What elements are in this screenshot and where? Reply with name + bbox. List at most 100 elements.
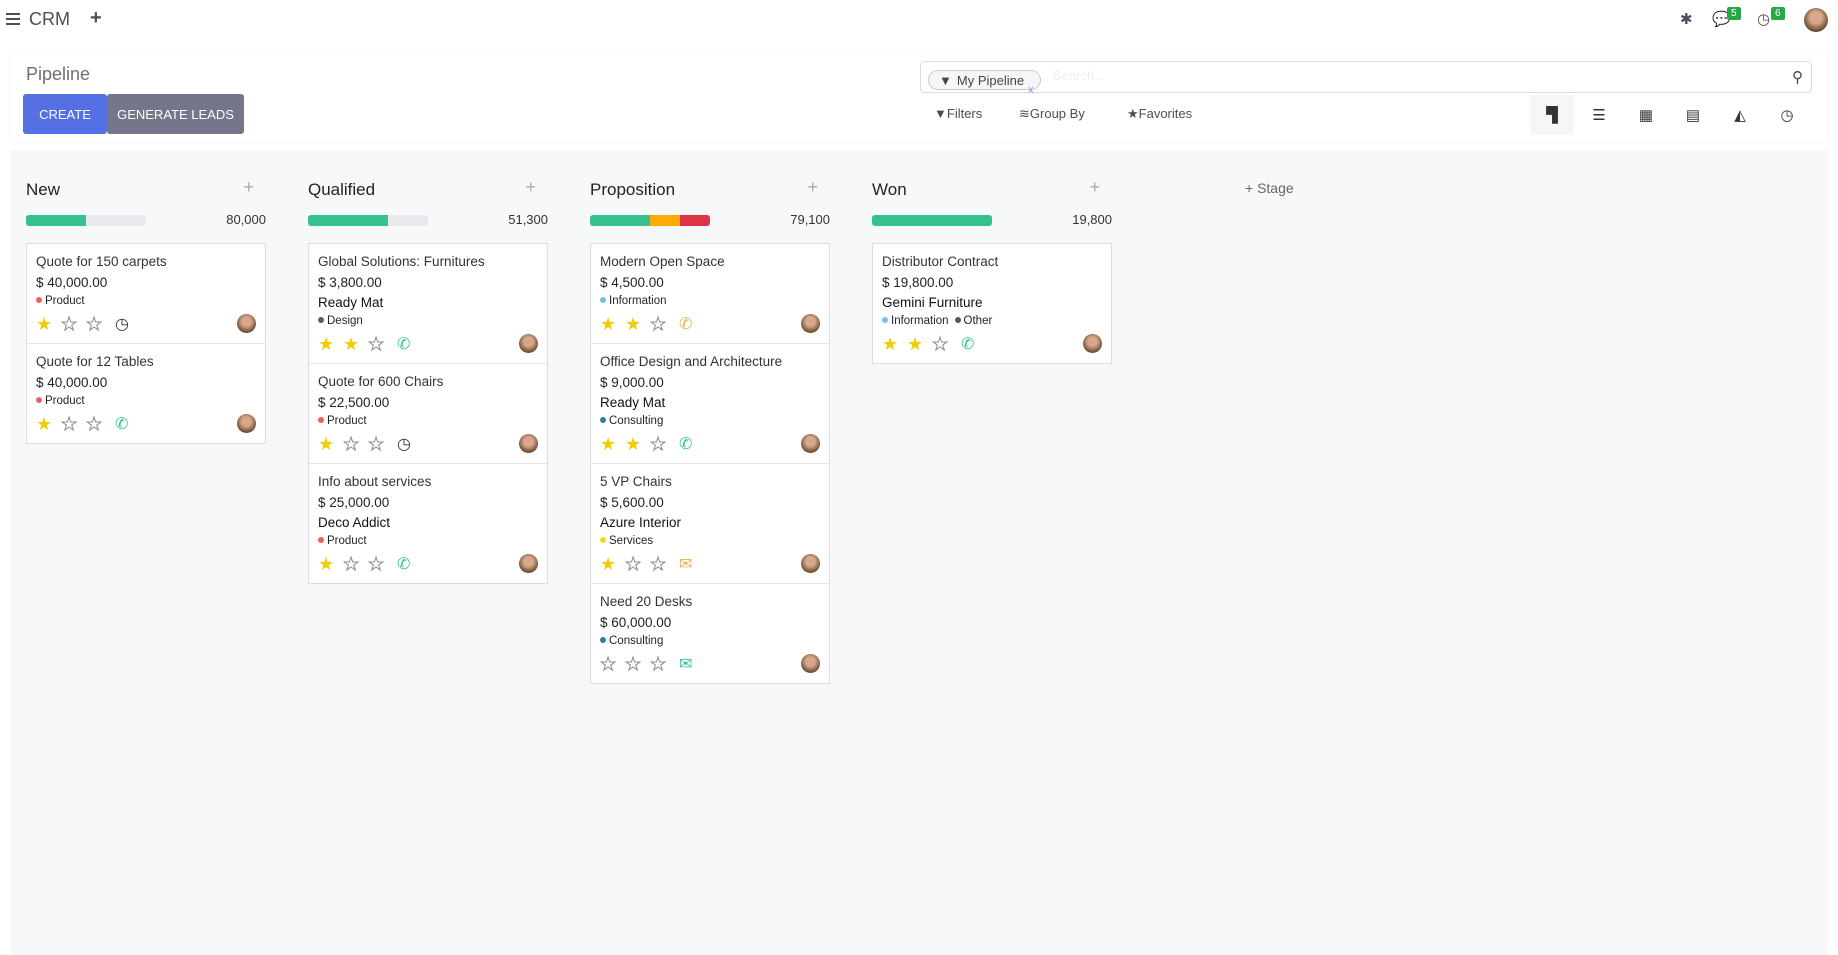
view-pivot[interactable]: ▤ (1671, 95, 1715, 135)
menu-icon[interactable] (6, 13, 20, 28)
phone-icon[interactable]: ✆ (961, 336, 975, 353)
progress-segment[interactable] (308, 215, 389, 226)
column-progress-bar[interactable] (590, 215, 710, 226)
phone-icon[interactable]: ✆ (397, 336, 411, 353)
column-progress-bar[interactable] (26, 215, 146, 226)
star-icon[interactable]: ★ (600, 313, 617, 334)
assignee-avatar[interactable] (237, 314, 256, 333)
progress-segment[interactable] (680, 215, 710, 226)
quick-create-icon[interactable]: + (1089, 177, 1100, 197)
opportunity-card[interactable]: Info about services $ 25,000.00 Deco Addic… (309, 464, 547, 583)
phone-icon[interactable]: ✆ (397, 556, 411, 573)
phone-icon[interactable]: ✆ (679, 316, 693, 333)
star-icon[interactable]: ★ (625, 553, 642, 574)
star-icon[interactable]: ★ (600, 433, 617, 454)
filters-button[interactable]: ▼Filters (934, 106, 982, 121)
generate-leads-button[interactable]: GENERATE LEADS (107, 94, 244, 134)
quick-create-icon[interactable]: + (525, 177, 536, 197)
star-icon[interactable]: ★ (600, 653, 617, 674)
opportunity-card[interactable]: Distributor Contract $ 19,800.00 Gemini Fu… (873, 244, 1111, 363)
star-icon[interactable]: ★ (907, 333, 924, 354)
star-icon[interactable]: ★ (318, 433, 335, 454)
star-icon[interactable]: ★ (61, 313, 78, 334)
star-icon[interactable]: ★ (932, 333, 949, 354)
star-icon[interactable]: ★ (61, 413, 78, 434)
star-icon[interactable]: ★ (343, 553, 360, 574)
create-button[interactable]: CREATE (23, 94, 107, 134)
star-icon[interactable]: ★ (318, 333, 335, 354)
opportunity-card[interactable]: 5 VP Chairs $ 5,600.00 Azure Interior Servi… (591, 464, 829, 584)
progress-segment[interactable] (650, 215, 680, 226)
phone-icon[interactable]: ✆ (679, 436, 693, 453)
star-icon[interactable]: ★ (882, 333, 899, 354)
assignee-avatar[interactable] (1083, 334, 1102, 353)
facet-remove-icon[interactable]: x (1028, 84, 1034, 96)
column-progress-bar[interactable] (872, 215, 992, 226)
assignee-avatar[interactable] (801, 434, 820, 453)
star-icon[interactable]: ★ (86, 313, 103, 334)
assignee-avatar[interactable] (519, 554, 538, 573)
clock-icon[interactable]: ◷ (397, 436, 411, 453)
assignee-avatar[interactable] (801, 314, 820, 333)
star-icon[interactable]: ★ (318, 553, 335, 574)
star-icon[interactable]: ★ (86, 413, 103, 434)
clock-icon[interactable]: ◷ (115, 316, 129, 333)
star-icon[interactable]: ★ (36, 313, 53, 334)
star-icon[interactable]: ★ (625, 433, 642, 454)
assignee-avatar[interactable] (519, 434, 538, 453)
opportunity-card[interactable]: Need 20 Desks $ 60,000.00 Consulting ★ ★ ★ ✉ (591, 584, 829, 683)
view-list[interactable]: ☰ (1577, 95, 1621, 135)
assignee-avatar[interactable] (801, 554, 820, 573)
assignee-avatar[interactable] (519, 334, 538, 353)
add-stage-button[interactable]: + Stage (1245, 180, 1294, 196)
progress-segment[interactable] (26, 215, 86, 226)
star-icon[interactable]: ★ (368, 553, 385, 574)
email-icon[interactable]: ✉ (679, 656, 693, 673)
view-graph[interactable]: ◭ (1718, 95, 1762, 135)
user-avatar[interactable] (1804, 8, 1828, 32)
star-icon[interactable]: ★ (650, 653, 667, 674)
view-kanban[interactable]: ▜ (1530, 95, 1574, 135)
favorites-button[interactable]: ★Favorites (1127, 106, 1192, 122)
bug-icon[interactable]: ✱ (1680, 11, 1693, 28)
progress-segment[interactable] (590, 215, 650, 226)
app-name[interactable]: CRM (29, 9, 70, 29)
star-icon[interactable]: ★ (650, 433, 667, 454)
star-icon[interactable]: ★ (368, 333, 385, 354)
star-icon[interactable]: ★ (368, 433, 385, 454)
opportunity-card[interactable]: Quote for 12 Tables $ 40,000.00 Product ★ ★ ★… (27, 344, 265, 443)
chat-icon[interactable]: 💬 (1712, 11, 1731, 28)
search-facet[interactable]: ▼ My Pipeline (928, 70, 1042, 90)
opportunity-card[interactable]: Modern Open Space $ 4,500.00 Information ★ ★… (591, 244, 829, 344)
card-title: Quote for 12 Tables (36, 354, 154, 369)
star-icon[interactable]: ★ (625, 313, 642, 334)
group-by-button[interactable]: ≋Group By (1019, 106, 1085, 122)
star-icon[interactable]: ★ (650, 313, 667, 334)
tag-label: Product (327, 535, 367, 547)
opportunity-card[interactable]: Quote for 600 Chairs $ 22,500.00 Product ★ ★… (309, 364, 547, 464)
progress-segment[interactable] (872, 215, 992, 226)
assignee-avatar[interactable] (237, 414, 256, 433)
column-progress-bar[interactable] (308, 215, 428, 226)
opportunity-card[interactable]: Office Design and Architecture $ 9,000.00… (591, 344, 829, 464)
view-activity[interactable]: ◷ (1765, 95, 1809, 135)
star-icon[interactable]: ★ (650, 553, 667, 574)
clock-icon[interactable]: ◷ (1757, 11, 1771, 28)
phone-icon[interactable]: ✆ (115, 416, 129, 433)
quick-create-icon[interactable]: + (243, 177, 254, 197)
search-icon[interactable]: ⚲ (1792, 69, 1803, 86)
search-input[interactable] (1053, 68, 1753, 83)
assignee-avatar[interactable] (801, 654, 820, 673)
star-icon[interactable]: ★ (600, 553, 617, 574)
star-icon[interactable]: ★ (343, 333, 360, 354)
view-calendar[interactable]: ▦ (1624, 95, 1668, 135)
opportunity-card[interactable]: Quote for 150 carpets $ 40,000.00 Product ★… (27, 244, 265, 344)
star-icon[interactable]: ★ (36, 413, 53, 434)
quick-create-icon[interactable]: + (807, 177, 818, 197)
plus-icon[interactable]: + (90, 7, 102, 29)
opportunity-card[interactable]: Global Solutions: Furnitures $ 3,800.00 Re… (309, 244, 547, 364)
email-icon[interactable]: ✉ (679, 556, 693, 573)
star-icon[interactable]: ★ (625, 653, 642, 674)
star-icon[interactable]: ★ (343, 433, 360, 454)
card-company: Gemini Furniture (882, 295, 983, 310)
